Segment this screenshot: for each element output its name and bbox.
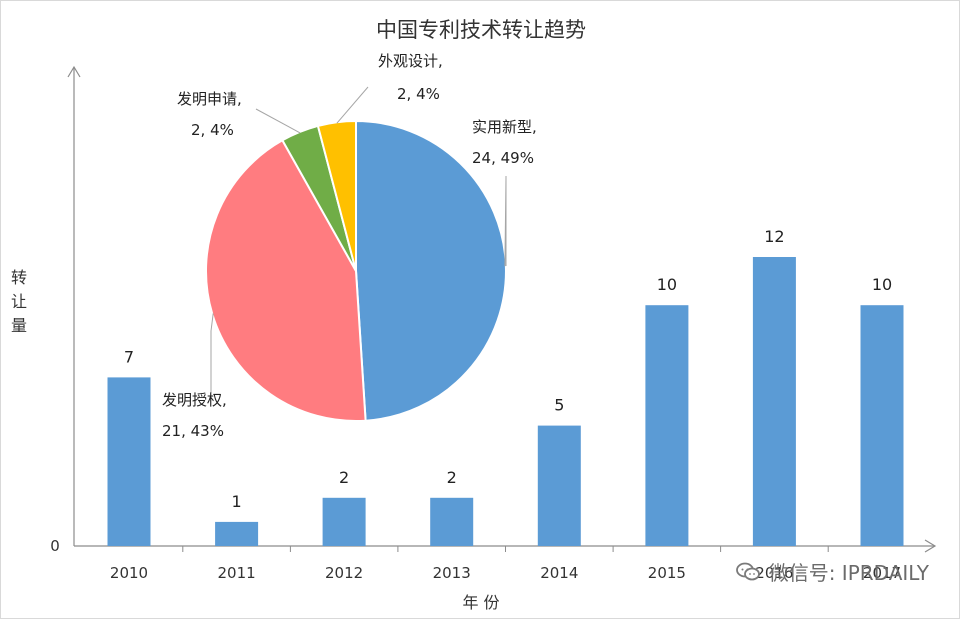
x-axis-label: 年 份: [462, 593, 499, 612]
bar-data-label: 5: [554, 396, 564, 415]
bar-data-label: 2: [447, 468, 457, 487]
x-tick-label: 2015: [648, 564, 686, 582]
bar-series: [107, 257, 904, 546]
x-tick-label: 2014: [540, 564, 578, 582]
x-tick-label: 2017: [863, 564, 901, 582]
y-axis-label: 转让量: [11, 268, 27, 335]
bar: [645, 305, 689, 546]
pie-chart: [205, 119, 507, 422]
x-tick-label: 2013: [433, 564, 471, 582]
bar: [752, 257, 796, 546]
pie-leader-line: [504, 175, 507, 267]
pie-label-line1: 发明授权,: [162, 391, 227, 409]
pie-slice: [316, 119, 357, 272]
x-tick-label: 2010: [110, 564, 148, 582]
y-axis-arrow: [67, 65, 81, 78]
chart-title: 中国专利技术转让趋势: [376, 18, 586, 42]
bar: [215, 521, 259, 546]
pie-slice: [205, 138, 367, 422]
pie-label-line1: 实用新型,: [472, 118, 537, 136]
y-tick-label: 0: [50, 537, 60, 555]
x-tick-label: 2012: [325, 564, 363, 582]
bar-data-label: 12: [764, 227, 784, 246]
bar-data-label: 2: [339, 468, 349, 487]
bar-data-label: 7: [124, 347, 134, 366]
bar-data-label: 1: [232, 492, 242, 511]
x-axis-arrow: [924, 539, 937, 553]
pie-labels: 实用新型, 24, 49% 发明授权, 21, 43% 发明申请, 2, 4% 外观设计, 2…: [162, 52, 537, 440]
pie-label-line1: 外观设计,: [378, 52, 443, 70]
pie-label-line2: 2, 4%: [397, 85, 440, 103]
x-tick-label: 2011: [218, 564, 256, 582]
bar: [107, 377, 151, 546]
pie-leader-line: [255, 108, 301, 134]
pie-label-line2: 2, 4%: [191, 121, 234, 139]
pie-label-line2: 21, 43%: [162, 422, 224, 440]
x-tick-labels: 2010 2011 2012 2013 2014 2015 2016 2017: [110, 564, 901, 582]
bar-data-label: 10: [657, 275, 677, 294]
pie-leader-line: [210, 313, 214, 393]
bar: [860, 305, 904, 546]
pie-label-line1: 发明申请,: [177, 90, 242, 108]
x-tick-label: 2016: [755, 564, 793, 582]
bar: [537, 425, 581, 546]
pie-label-line2: 24, 49%: [472, 149, 534, 167]
bar: [430, 497, 474, 546]
pie-slice: [355, 119, 507, 422]
pie-leader-line: [336, 86, 369, 124]
bar: [322, 497, 366, 546]
bar-data-label: 10: [872, 275, 892, 294]
